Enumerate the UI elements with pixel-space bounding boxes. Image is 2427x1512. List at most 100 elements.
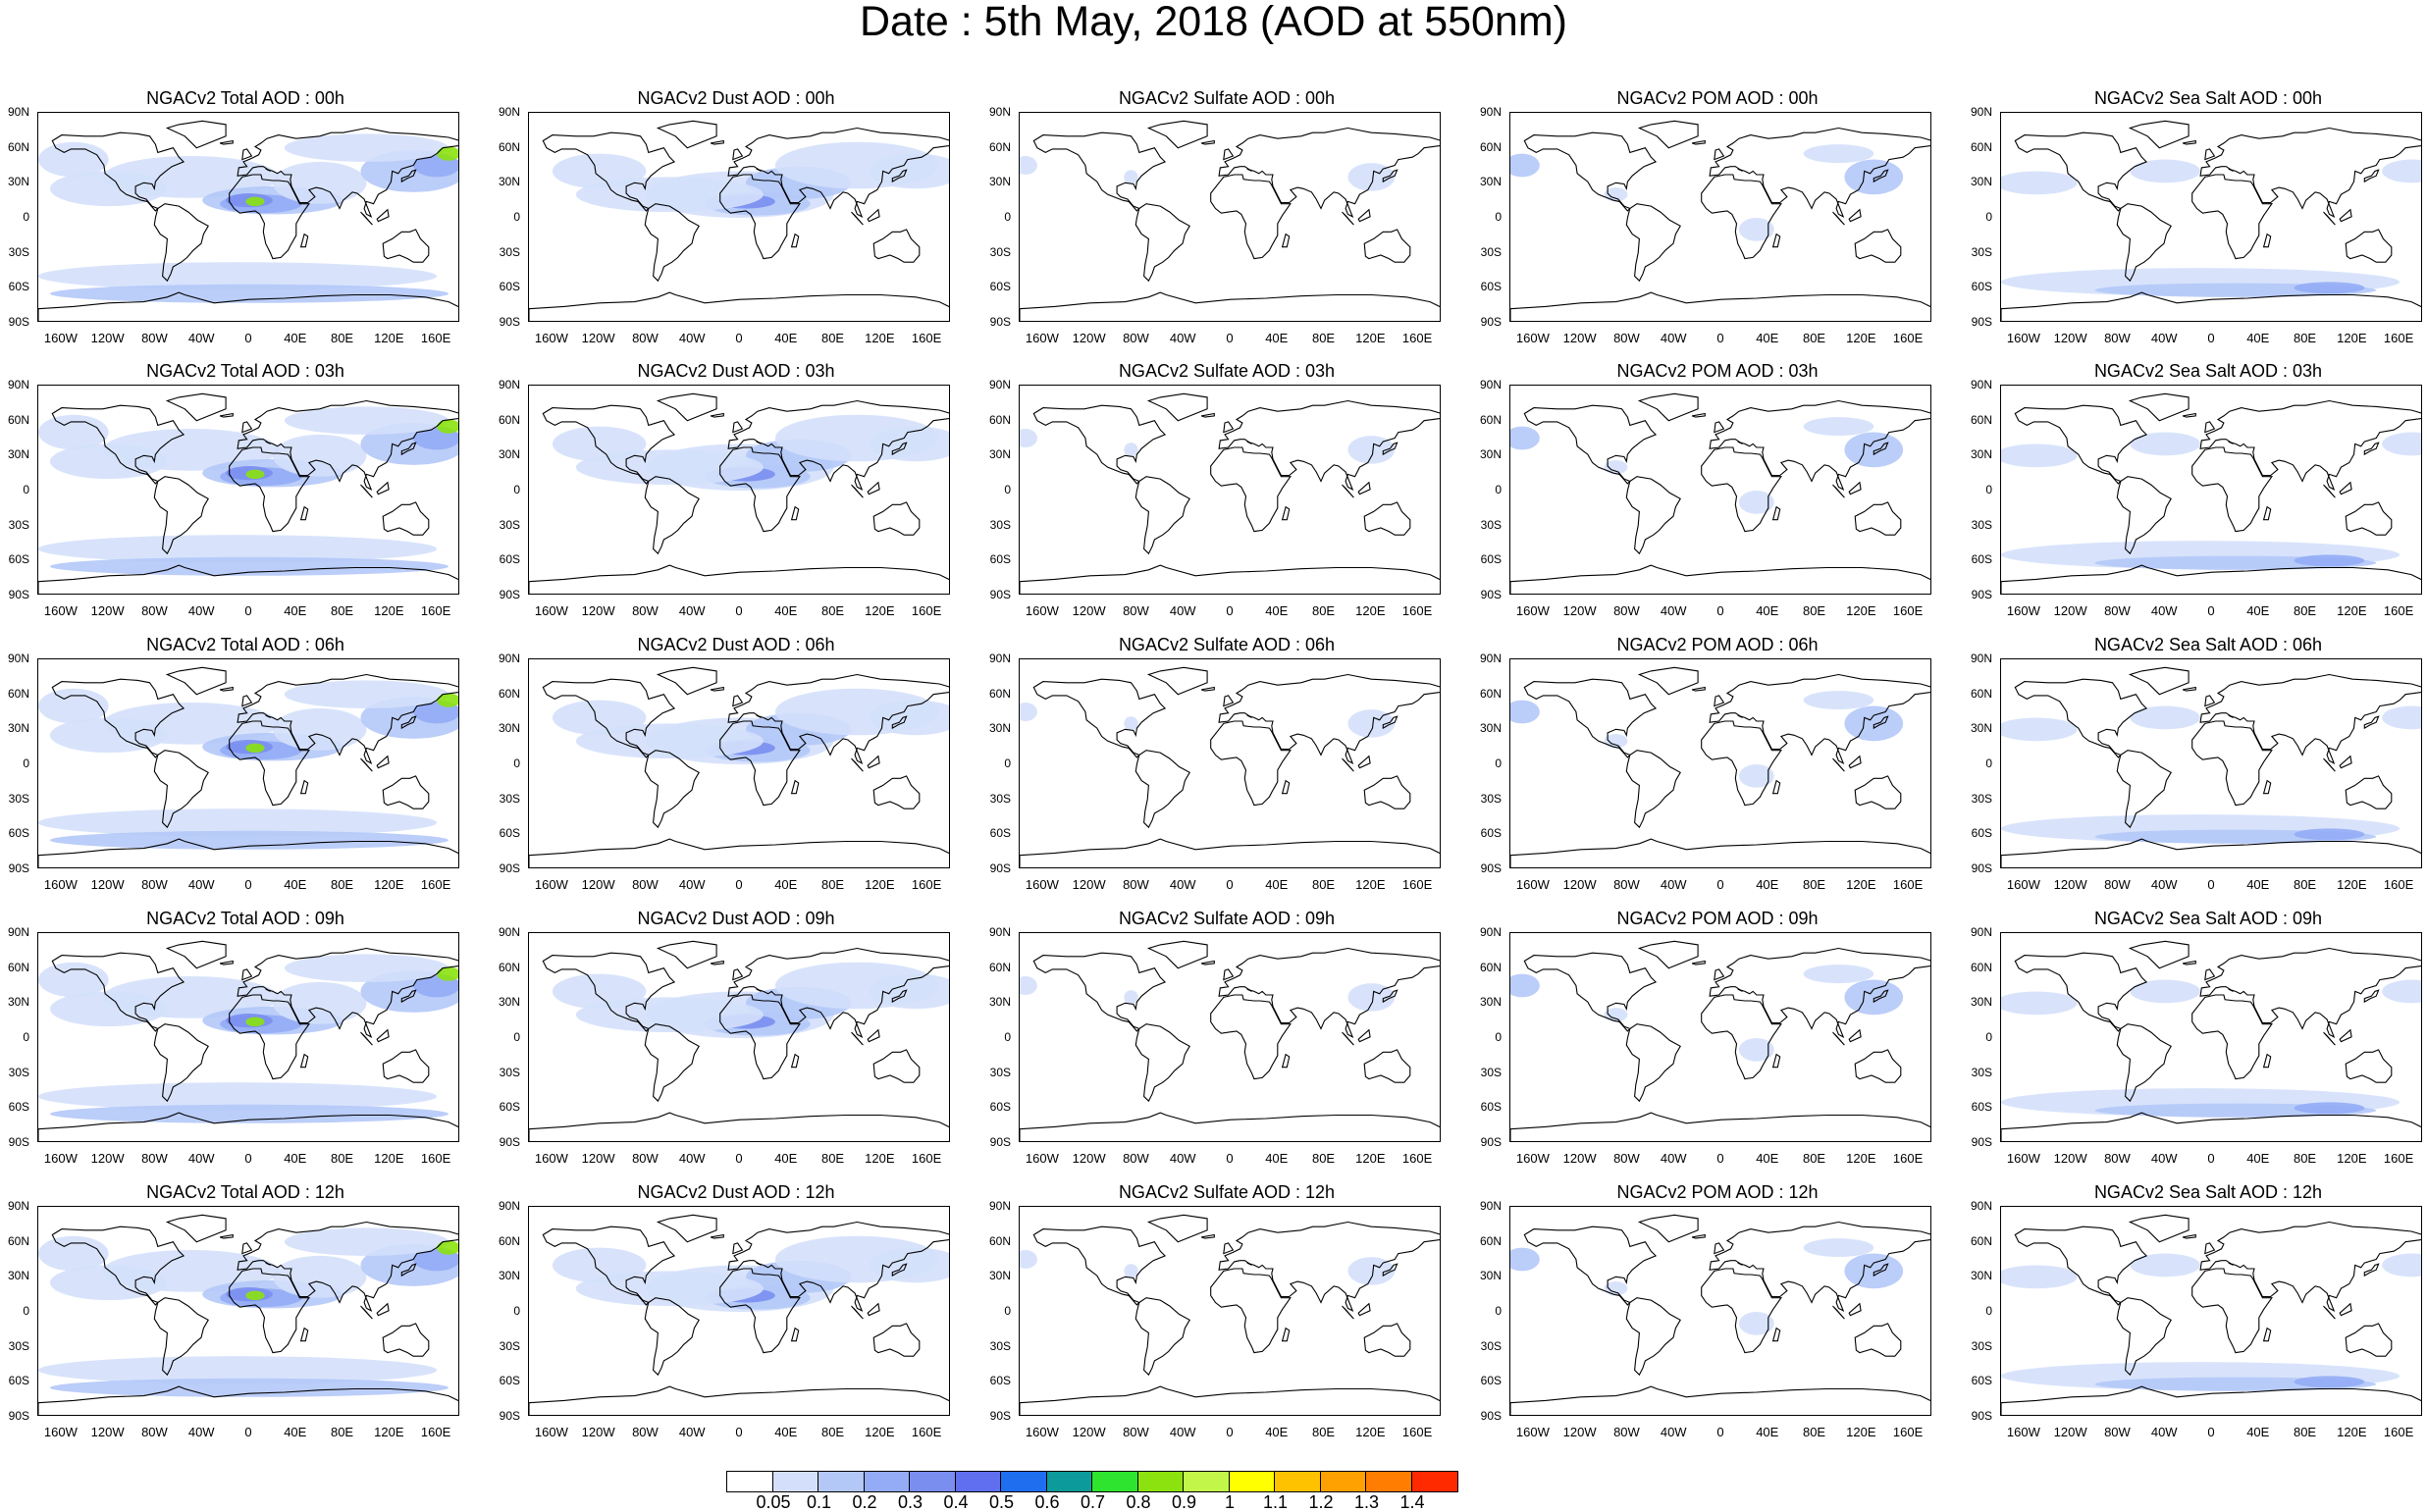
aod-colorbar: [726, 1471, 1458, 1492]
coastline: [1873, 169, 1889, 183]
coastline: [1342, 484, 1354, 498]
panel-title: NGACv2 Sulfate AOD : 00h: [1118, 88, 1336, 108]
coastline: [2128, 120, 2190, 149]
aerosol-field: [272, 434, 367, 477]
coastline: [400, 169, 417, 183]
coastline: [1771, 233, 1781, 248]
longitude-tick-label: 0: [2207, 603, 2215, 618]
aerosol-field: [869, 426, 949, 462]
coastline: [529, 291, 949, 321]
coastline: [1637, 1214, 1699, 1243]
map-panel: NGACv2 POM AOD : 12h 90N 60N 30N 0 30S 60S 90S 1…: [1472, 1182, 1963, 1455]
coastline: [376, 481, 390, 495]
coastline: [2191, 1268, 2273, 1354]
coastline: [727, 673, 949, 764]
coastline: [1714, 968, 1725, 981]
map-svg: [1020, 120, 1440, 321]
coastline: [1210, 720, 1292, 807]
aerosol-field: [49, 1265, 168, 1301]
longitude-tick-label: 0: [1226, 1425, 1234, 1439]
coastline: [241, 968, 253, 981]
latitude-tick-label: 60S: [1971, 1100, 1992, 1115]
longitude-tick-label: 80E: [1802, 1151, 1826, 1166]
coastline: [1223, 148, 1235, 161]
colorbar-swatch: [1001, 1472, 1047, 1491]
map-panel: NGACv2 Sulfate AOD : 12h 90N 60N 30N 0 30S 60S…: [981, 1182, 1472, 1455]
aerosol-field: [1844, 432, 1904, 468]
longitude-tick-label: 40W: [2150, 331, 2178, 345]
coastline: [1146, 392, 1208, 422]
coastline: [2262, 505, 2272, 521]
coastline: [851, 211, 864, 226]
latitude-tick-label: 0: [1004, 1030, 1011, 1044]
coastline: [360, 211, 373, 226]
longitude-tick-label: 40W: [1169, 1151, 1196, 1166]
map-svg: [38, 666, 458, 867]
longitude-tick-label: 120W: [1562, 1425, 1597, 1439]
coastline: [1701, 1268, 1782, 1354]
longitude-tick-label: 120E: [374, 603, 404, 618]
aerosol-field: [2382, 159, 2421, 183]
coastline: [872, 501, 921, 536]
coastline: [1637, 120, 1699, 149]
longitude-tick-label: 40E: [2246, 877, 2270, 892]
coastline: [1771, 779, 1781, 795]
longitude-tick-label: 40W: [1660, 877, 1687, 892]
aerosol-field: [2130, 159, 2201, 183]
longitude-tick-label: 120E: [2337, 603, 2367, 618]
longitude-tick-label: 120W: [1562, 331, 1597, 345]
latitude-tick-label: 30N: [1970, 175, 1992, 189]
panel-title: NGACv2 POM AOD : 09h: [1616, 909, 1819, 928]
longitude-tick-label: 160W: [43, 877, 78, 892]
coastline: [219, 412, 234, 418]
coastline: [872, 775, 921, 809]
coastline: [719, 446, 801, 533]
aerosol-field: [49, 991, 168, 1027]
aerosol-field: [38, 414, 109, 450]
map-plot: [2000, 932, 2422, 1142]
map-panel: NGACv2 Total AOD : 03h 90N 60N 30N 0 30S 60S 90…: [0, 361, 491, 634]
longitude-tick-label: 160W: [1025, 877, 1059, 892]
latitude-tick-label: 90N: [988, 925, 1011, 939]
latitude-tick-label: 30N: [498, 721, 520, 736]
map-svg: [1510, 392, 1930, 594]
longitude-tick-label: 80E: [820, 603, 845, 618]
coastline: [891, 989, 908, 1004]
coastline: [382, 1049, 430, 1083]
coastline: [656, 666, 717, 696]
longitude-tick-label: 160W: [43, 603, 78, 618]
longitude-tick-label: 40E: [1756, 1425, 1779, 1439]
colorbar-label: 0.8: [1126, 1492, 1151, 1512]
longitude-tick-label: 160E: [420, 1151, 451, 1166]
longitude-tick-label: 120W: [90, 331, 125, 345]
latitude-tick-label: 60S: [8, 280, 29, 294]
coastline: [360, 757, 373, 772]
coastline: [1210, 1268, 1292, 1354]
map-plot: [528, 658, 950, 868]
latitude-tick-label: 90S: [1480, 1135, 1502, 1149]
coastline: [2339, 481, 2352, 495]
aerosol-field: [49, 556, 449, 576]
longitude-tick-label: 80E: [1311, 877, 1336, 892]
coastline: [790, 233, 800, 248]
colorbar-label: 0.05: [756, 1492, 791, 1512]
aerosol-field: [38, 1235, 109, 1272]
coastline: [1854, 1049, 1902, 1083]
aerosol-field: [2294, 1376, 2365, 1388]
coastline: [2014, 952, 2148, 1032]
aerosol-field: [1347, 163, 1396, 191]
longitude-tick-label: 120W: [1562, 1151, 1597, 1166]
coastline: [1714, 148, 1725, 161]
longitude-tick-label: 160W: [534, 877, 568, 892]
latitude-tick-label: 30S: [1971, 1338, 1992, 1353]
longitude-tick-label: 0: [2207, 1151, 2215, 1166]
latitude-tick-label: 0: [1985, 483, 1992, 496]
longitude-tick-label: 80W: [1613, 1425, 1640, 1439]
coastline: [1709, 673, 1930, 764]
coastline: [1020, 291, 1440, 321]
latitude-tick-label: 60S: [499, 826, 520, 841]
latitude-tick-label: 30S: [499, 1065, 520, 1079]
longitude-tick-label: 120E: [865, 331, 895, 345]
coastline: [2345, 775, 2393, 809]
longitude-tick-label: 160W: [534, 603, 568, 618]
